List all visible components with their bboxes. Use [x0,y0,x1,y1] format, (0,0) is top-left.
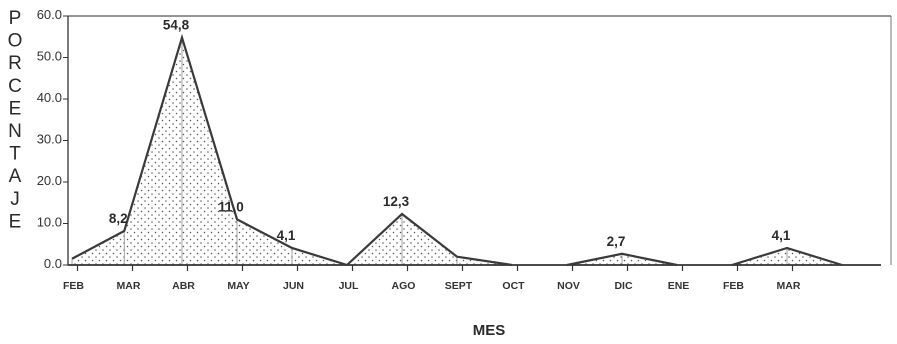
x-tick-label: FEB [723,280,744,292]
y-axis-title-letter: E [9,98,22,119]
x-tick-label: MAR [777,280,801,292]
x-tick-label: OCT [502,280,525,292]
series-line-1 [346,212,513,267]
series-line-0 [71,33,348,267]
y-tick-label: 10.0 [37,215,62,230]
x-tick-label: MAY [227,280,249,292]
y-tick-label: 20.0 [37,173,62,188]
y-axis-title-letter: T [9,144,21,165]
x-tick-label: FEB [63,280,84,292]
y-axis-title-letter: N [8,121,22,142]
series-line-2 [566,252,678,267]
x-tick-label: DIC [614,280,633,292]
y-tick-label: 60.0 [37,7,62,22]
y-axis-title-letter: P [9,8,22,29]
data-label: 2,7 [607,234,626,249]
y-tick-label: 30.0 [37,132,62,147]
area-fill-1 [347,213,512,265]
data-label: 8,2 [109,211,128,226]
area-fill-0 [72,37,347,265]
y-tick-label: 50.0 [37,49,62,64]
y-tick-label: 0.0 [44,256,62,271]
y-axis-title-letter: A [9,166,22,187]
y-axis-title-letter: C [8,76,22,97]
x-tick-label: AGO [392,280,416,292]
y-axis-title-letter: O [8,31,23,52]
x-tick-label: JUN [283,280,304,292]
data-label: 4,1 [277,228,296,243]
data-label: 12,3 [383,194,410,209]
x-tick-label: NOV [557,280,580,292]
y-axis-title-letter: J [10,189,20,210]
data-label: 11,0 [218,199,244,214]
y-axis-title-letter: E [9,211,22,232]
x-axis-title: MES [473,322,506,339]
data-label: 54,8 [163,18,190,33]
y-tick-label: 40.0 [37,90,62,105]
x-tick-label: JUL [339,280,359,292]
series-line-3 [731,246,843,267]
x-tick-label: ABR [172,280,195,292]
y-axis-title-letter: R [8,53,22,74]
x-tick-label: MAR [117,280,141,292]
data-label: 4,1 [772,228,791,243]
x-tick-label: SEPT [445,280,473,292]
x-tick-label: ENE [668,280,690,292]
